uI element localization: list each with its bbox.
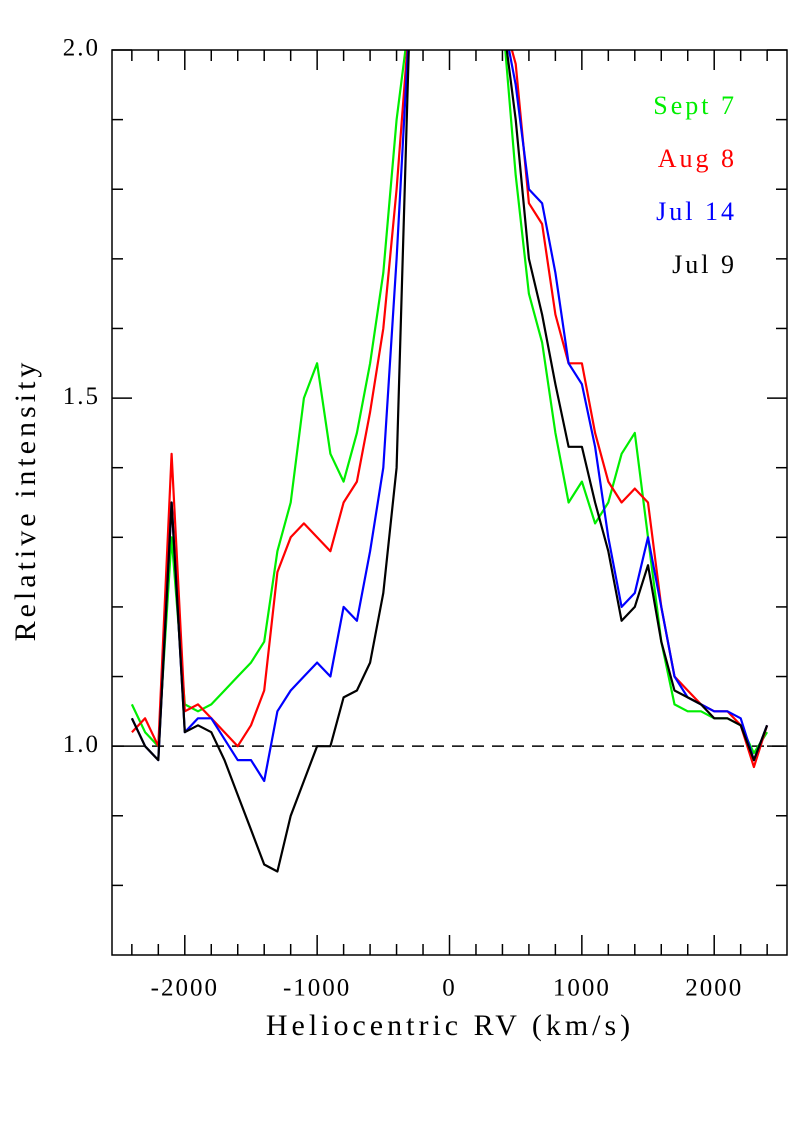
legend-entry: Jul 14	[656, 197, 737, 226]
y-tick-label: 1.5	[63, 383, 100, 410]
x-tick-label: -2000	[151, 975, 219, 1002]
y-tick-label: 1.0	[63, 731, 100, 758]
series-line	[130, 50, 769, 783]
x-tick-label: -1000	[283, 975, 351, 1002]
x-tick-label: 1000	[553, 975, 611, 1002]
x-tick-label: 2000	[685, 975, 743, 1002]
x-tick-label: 0	[442, 975, 457, 1002]
x-axis-label: Heliocentric RV (km/s)	[266, 1009, 634, 1042]
lines-layer	[130, 50, 769, 873]
legend-entry: Aug 8	[658, 144, 737, 173]
series-line	[130, 50, 769, 755]
series-line	[131, 50, 769, 769]
legend-entry: Jul 9	[672, 250, 737, 279]
plot-frame	[111, 49, 788, 956]
series-line	[130, 50, 769, 873]
y-axis-label: Relative intensity	[9, 359, 42, 642]
y-tick-label: 2.0	[63, 35, 100, 62]
legend-entry: Sept 7	[653, 91, 737, 120]
